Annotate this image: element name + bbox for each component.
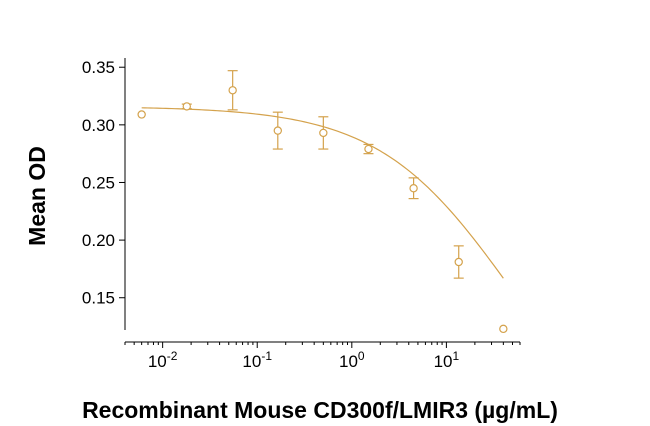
- data-point: [454, 257, 463, 267]
- y-tick-label: 0.30: [82, 116, 115, 135]
- data-point: [364, 144, 373, 154]
- data-point: [319, 128, 328, 138]
- x-axis: 10-2 10-1 100 101: [124, 341, 521, 371]
- data-point: [137, 110, 146, 119]
- y-axis: 0.15 0.20 0.25 0.30 0.35: [82, 58, 126, 330]
- plot-area: [137, 70, 508, 334]
- fit-curve: [141, 107, 504, 279]
- y-tick-label: 0.20: [82, 231, 115, 250]
- data-point: [499, 324, 508, 334]
- data-point: [273, 126, 282, 135]
- data-point: [409, 184, 418, 193]
- x-tick-label: 101: [434, 349, 460, 371]
- y-axis-title: Mean OD: [24, 146, 50, 246]
- y-tick-label: 0.35: [82, 58, 115, 77]
- y-tick-label: 0.25: [82, 173, 115, 192]
- data-point: [182, 102, 191, 111]
- x-axis-title: Recombinant Mouse CD300f/LMIR3 (µg/mL): [82, 397, 558, 423]
- y-tick-label: 0.15: [82, 289, 115, 308]
- data-point: [228, 86, 237, 95]
- x-tick-label: 10-2: [148, 349, 178, 371]
- x-tick-label: 10-1: [242, 349, 272, 371]
- x-tick-label: 100: [339, 349, 365, 371]
